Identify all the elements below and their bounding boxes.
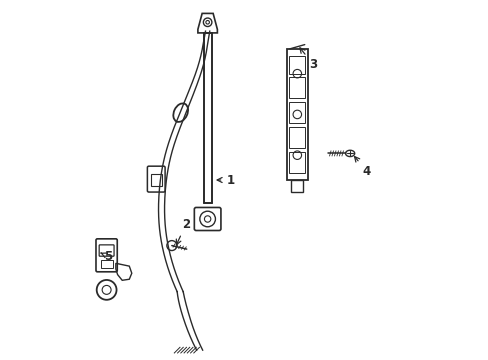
Text: 3: 3	[299, 48, 317, 71]
Text: 1: 1	[217, 174, 234, 186]
Text: 2: 2	[176, 218, 190, 245]
Text: 4: 4	[354, 157, 370, 177]
Text: 5: 5	[101, 250, 112, 263]
